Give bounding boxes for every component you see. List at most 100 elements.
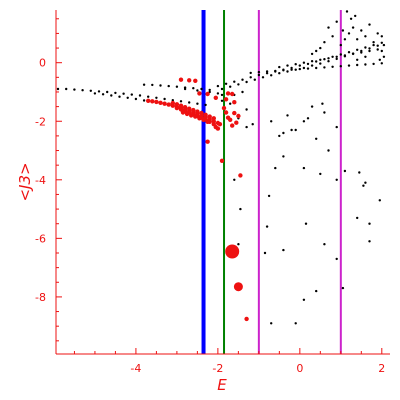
data-point xyxy=(223,97,229,102)
data-point xyxy=(278,65,281,69)
data-point xyxy=(270,322,273,325)
data-point xyxy=(189,113,194,118)
data-point xyxy=(180,110,186,115)
data-point xyxy=(155,96,158,100)
data-point xyxy=(150,99,155,104)
data-point xyxy=(310,52,314,56)
data-point xyxy=(306,117,310,120)
data-point xyxy=(290,66,293,70)
data-point xyxy=(65,87,68,91)
data-point xyxy=(335,125,338,129)
data-point xyxy=(216,84,220,88)
data-point xyxy=(170,100,175,106)
data-point xyxy=(310,64,314,67)
data-point xyxy=(339,65,342,68)
data-point xyxy=(253,78,256,81)
data-point xyxy=(306,62,310,66)
data-point xyxy=(220,87,224,91)
data-point xyxy=(343,38,347,41)
data-point xyxy=(232,110,237,116)
data-point xyxy=(286,64,289,67)
data-point xyxy=(182,105,188,110)
data-point xyxy=(364,35,367,38)
data-point xyxy=(302,66,306,70)
data-point xyxy=(187,106,192,111)
data-point xyxy=(302,61,306,64)
data-point xyxy=(323,41,326,44)
data-point xyxy=(315,289,318,293)
data-point xyxy=(362,184,365,187)
data-point xyxy=(205,91,210,97)
data-point xyxy=(191,107,196,113)
data-point xyxy=(134,97,138,101)
data-point xyxy=(232,100,237,105)
data-point xyxy=(188,101,191,104)
data-point xyxy=(319,46,322,50)
data-point xyxy=(343,169,347,173)
data-point xyxy=(114,91,117,95)
data-point xyxy=(178,103,184,108)
data-point xyxy=(380,49,383,53)
data-point xyxy=(233,282,243,292)
data-point xyxy=(174,102,180,107)
data-point xyxy=(378,199,381,202)
data-point xyxy=(197,91,202,96)
data-point xyxy=(354,14,357,18)
data-point xyxy=(294,68,297,71)
data-point xyxy=(347,32,351,35)
data-point xyxy=(154,99,159,105)
data-point xyxy=(249,71,252,75)
data-point xyxy=(356,63,359,67)
data-point xyxy=(142,99,146,102)
data-point xyxy=(360,51,363,54)
data-point xyxy=(263,251,267,255)
data-point xyxy=(290,128,293,132)
data-point xyxy=(286,70,289,73)
y-tick-label: -8 xyxy=(35,291,46,304)
data-point xyxy=(142,83,146,86)
data-point xyxy=(327,60,330,63)
data-point xyxy=(171,99,174,102)
data-point xyxy=(223,110,229,115)
data-point xyxy=(216,92,220,95)
data-point xyxy=(351,52,355,56)
data-point xyxy=(205,119,210,125)
data-point xyxy=(166,102,171,107)
data-point xyxy=(257,70,261,74)
data-point xyxy=(364,63,367,66)
data-point xyxy=(219,158,225,163)
data-point xyxy=(158,100,163,106)
data-point xyxy=(265,225,269,228)
data-point xyxy=(249,76,252,79)
data-point xyxy=(356,216,359,220)
data-point xyxy=(265,70,269,73)
data-point xyxy=(241,78,244,81)
data-point xyxy=(230,123,235,128)
data-point xyxy=(298,67,301,71)
x-axis-label: E xyxy=(217,376,227,394)
data-point xyxy=(220,93,224,97)
data-point xyxy=(302,298,306,301)
data-point xyxy=(159,84,162,87)
data-point xyxy=(241,90,244,94)
data-point xyxy=(298,64,301,67)
data-point xyxy=(343,54,347,57)
data-point xyxy=(200,87,203,91)
data-point xyxy=(261,76,265,79)
data-point xyxy=(244,316,249,322)
data-point xyxy=(208,88,211,92)
data-point xyxy=(356,38,359,41)
data-point xyxy=(274,166,277,170)
data-point xyxy=(225,91,231,96)
data-point xyxy=(233,80,236,83)
data-point xyxy=(267,194,271,198)
data-point xyxy=(213,95,218,101)
data-point xyxy=(251,123,254,126)
data-point xyxy=(195,109,200,114)
data-point xyxy=(278,72,281,75)
data-point xyxy=(236,113,241,119)
data-point xyxy=(237,243,240,246)
y-tick-label: -4 xyxy=(35,174,46,187)
data-point xyxy=(220,99,224,103)
data-point xyxy=(286,114,289,117)
